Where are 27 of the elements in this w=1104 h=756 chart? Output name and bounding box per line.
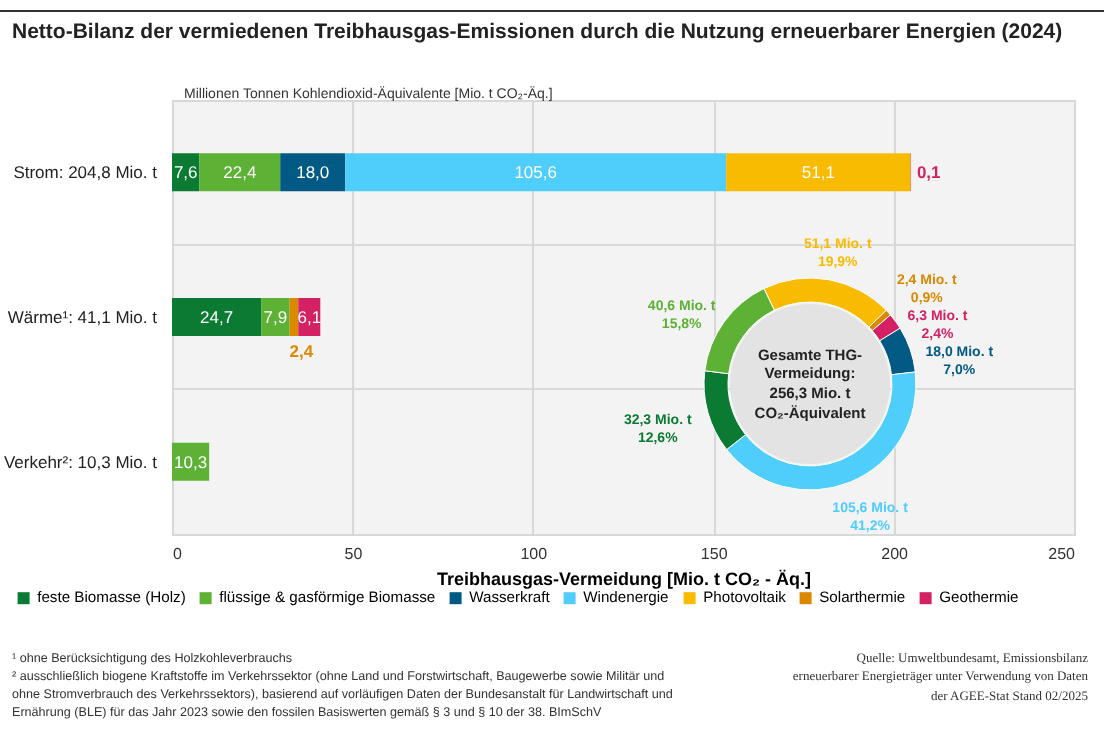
data-label: 10,3 — [174, 451, 208, 472]
data-label: 7,6 — [173, 162, 199, 183]
x-tick-label: 50 — [344, 545, 364, 563]
bar — [172, 298, 262, 336]
data-label: 105,6 — [514, 162, 558, 183]
data-label: 22,4 — [223, 162, 257, 183]
data-label: 51,1 — [801, 162, 836, 183]
data-label: 18,0 — [296, 162, 330, 183]
data-label: 0,1 — [916, 162, 942, 183]
bar — [345, 153, 727, 192]
data-label: 24,7 — [200, 307, 234, 327]
x-tick-label: 0 — [173, 545, 183, 563]
bar — [280, 153, 346, 192]
y-tick-label: Verkehr²: 10,3 Mio. t — [3, 451, 159, 472]
y-tick-label: Wärme¹: 41,1 Mio. t — [7, 307, 159, 327]
x-tick-label: 150 — [700, 545, 729, 563]
data-label: 7,9 — [263, 307, 288, 327]
chart-title: Netto-Bilanz der vermiedenen Treibhausgas-Emissionen durch die Nutzung erneuerbarer Energien (2024) — [12, 20, 1063, 44]
x-tick-label: 200 — [881, 545, 910, 563]
bar — [199, 153, 281, 192]
bar — [726, 153, 911, 192]
bar — [289, 298, 299, 336]
x-tick-label: 100 — [520, 545, 549, 563]
data-label: 2,4 — [289, 341, 314, 361]
x-tick-label: 250 — [1048, 545, 1077, 563]
x-axis-title: Treibhausgas-Vermeidung [Mio. t CO₂ - Äq.] — [436, 569, 812, 589]
y-tick-label: Strom: 204,8 Mio. t — [13, 162, 159, 183]
